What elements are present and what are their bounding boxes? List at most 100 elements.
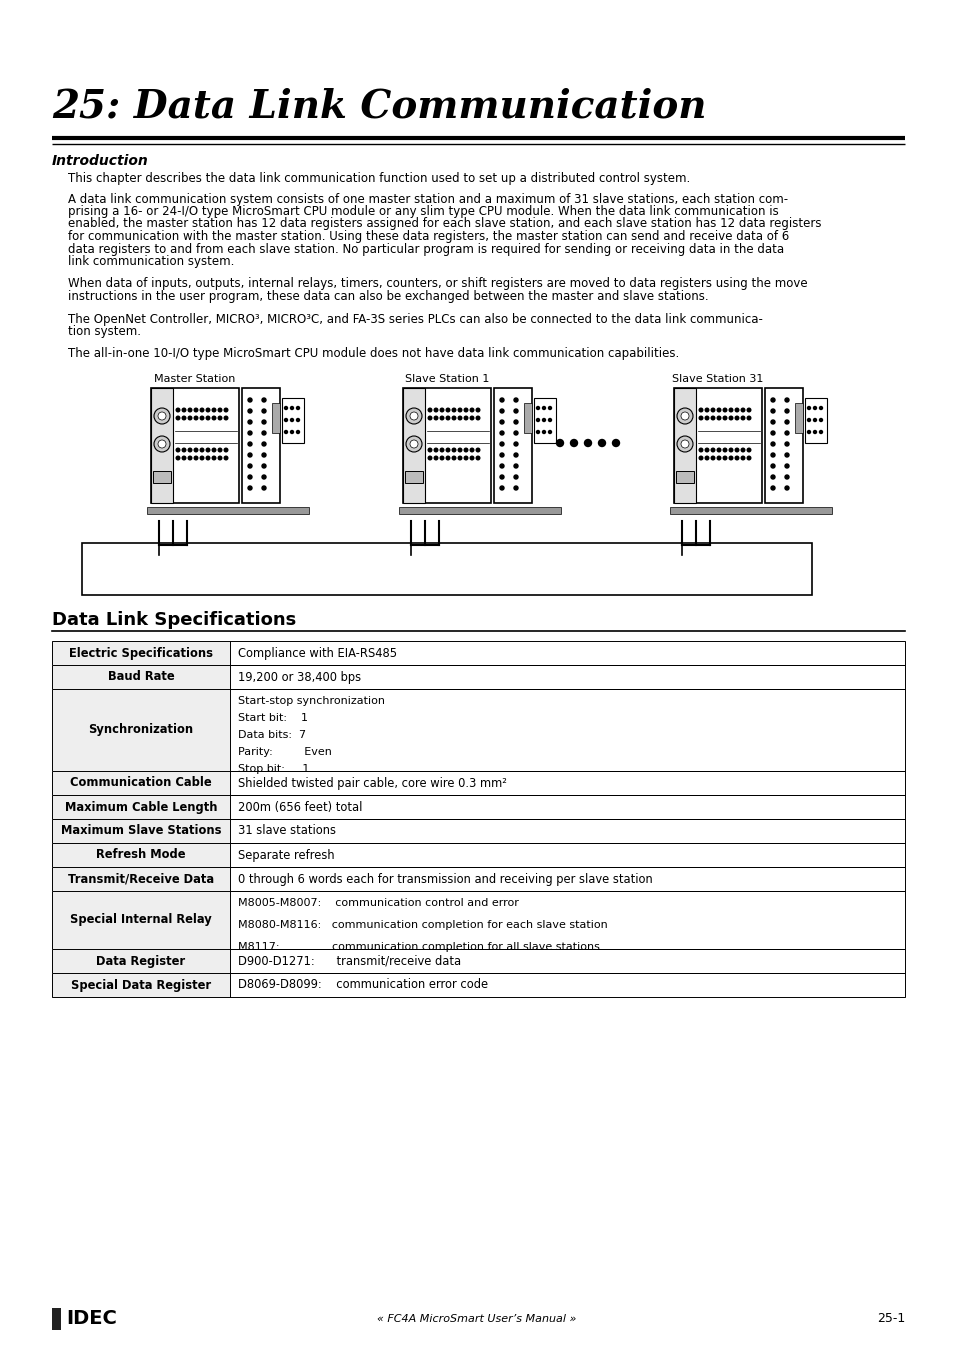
Text: Maximum Cable Length: Maximum Cable Length (65, 801, 217, 813)
Bar (52, 892, 904, 948)
Circle shape (470, 449, 474, 451)
Circle shape (464, 449, 467, 451)
Circle shape (770, 420, 774, 424)
Circle shape (464, 416, 467, 420)
Circle shape (464, 408, 467, 412)
Circle shape (813, 431, 816, 434)
Circle shape (428, 408, 432, 412)
Circle shape (499, 476, 503, 480)
Circle shape (248, 399, 252, 403)
Bar (52, 640, 230, 665)
Circle shape (514, 442, 517, 446)
Circle shape (176, 408, 179, 412)
Text: D8069-D8099:    communication error code: D8069-D8099: communication error code (237, 978, 488, 992)
Circle shape (457, 416, 461, 420)
Circle shape (499, 399, 503, 403)
Circle shape (476, 449, 479, 451)
Circle shape (784, 453, 788, 457)
Text: for communication with the master station. Using these data registers, the maste: for communication with the master statio… (68, 230, 788, 243)
Circle shape (699, 449, 702, 451)
Circle shape (514, 453, 517, 457)
Text: M8080-M8116:   communication completion for each slave station: M8080-M8116: communication completion fo… (237, 920, 607, 929)
Circle shape (212, 408, 215, 412)
Bar (52, 794, 904, 819)
Circle shape (710, 449, 714, 451)
Circle shape (514, 420, 517, 424)
Circle shape (740, 457, 744, 459)
Circle shape (446, 449, 449, 451)
Bar (52, 819, 230, 843)
Circle shape (677, 408, 692, 424)
Bar (52, 640, 904, 665)
Circle shape (212, 416, 215, 420)
Circle shape (514, 431, 517, 435)
Circle shape (784, 399, 788, 403)
Circle shape (556, 439, 563, 446)
Circle shape (570, 439, 577, 446)
Circle shape (218, 457, 221, 459)
Circle shape (710, 416, 714, 420)
Circle shape (248, 409, 252, 413)
Circle shape (439, 408, 443, 412)
Circle shape (224, 449, 228, 451)
Text: link communication system.: link communication system. (68, 255, 234, 267)
Circle shape (710, 457, 714, 459)
Circle shape (548, 431, 551, 434)
Circle shape (182, 416, 186, 420)
Circle shape (428, 416, 432, 420)
Circle shape (206, 416, 210, 420)
Circle shape (284, 407, 287, 409)
Circle shape (452, 457, 456, 459)
Bar (398, 507, 560, 513)
Circle shape (248, 486, 252, 490)
Circle shape (542, 431, 545, 434)
Bar (673, 388, 761, 503)
Circle shape (428, 457, 432, 459)
Circle shape (728, 449, 732, 451)
Circle shape (499, 431, 503, 435)
Circle shape (457, 408, 461, 412)
Circle shape (813, 407, 816, 409)
Bar (52, 867, 230, 892)
Circle shape (218, 416, 221, 420)
Bar (52, 665, 904, 689)
Circle shape (770, 463, 774, 467)
Circle shape (188, 457, 192, 459)
Circle shape (206, 457, 210, 459)
Bar (52, 973, 230, 997)
Circle shape (248, 453, 252, 457)
Circle shape (819, 419, 821, 422)
Circle shape (536, 431, 539, 434)
Text: Communication Cable: Communication Cable (71, 777, 212, 789)
Circle shape (262, 431, 266, 435)
Text: 19,200 or 38,400 bps: 19,200 or 38,400 bps (237, 670, 361, 684)
Circle shape (514, 463, 517, 467)
Text: Data Register: Data Register (96, 955, 186, 967)
Circle shape (262, 486, 266, 490)
Bar (52, 665, 230, 689)
Bar (764, 388, 802, 503)
Circle shape (248, 420, 252, 424)
Circle shape (735, 416, 738, 420)
Bar (52, 892, 230, 948)
Circle shape (770, 476, 774, 480)
Circle shape (439, 416, 443, 420)
Circle shape (194, 449, 197, 451)
Circle shape (476, 457, 479, 459)
Circle shape (153, 436, 170, 453)
Circle shape (699, 408, 702, 412)
Text: Introduction: Introduction (52, 154, 149, 168)
Text: Electric Specifications: Electric Specifications (69, 647, 213, 659)
Bar (152, 471, 171, 484)
Bar (52, 948, 230, 973)
Circle shape (514, 399, 517, 403)
Bar (52, 689, 904, 771)
Circle shape (710, 408, 714, 412)
Bar (52, 794, 230, 819)
Circle shape (717, 457, 720, 459)
Text: Parity:         Even: Parity: Even (237, 747, 332, 757)
Circle shape (176, 416, 179, 420)
Text: tion system.: tion system. (68, 326, 141, 338)
Bar (52, 819, 904, 843)
Bar (82, 543, 811, 594)
